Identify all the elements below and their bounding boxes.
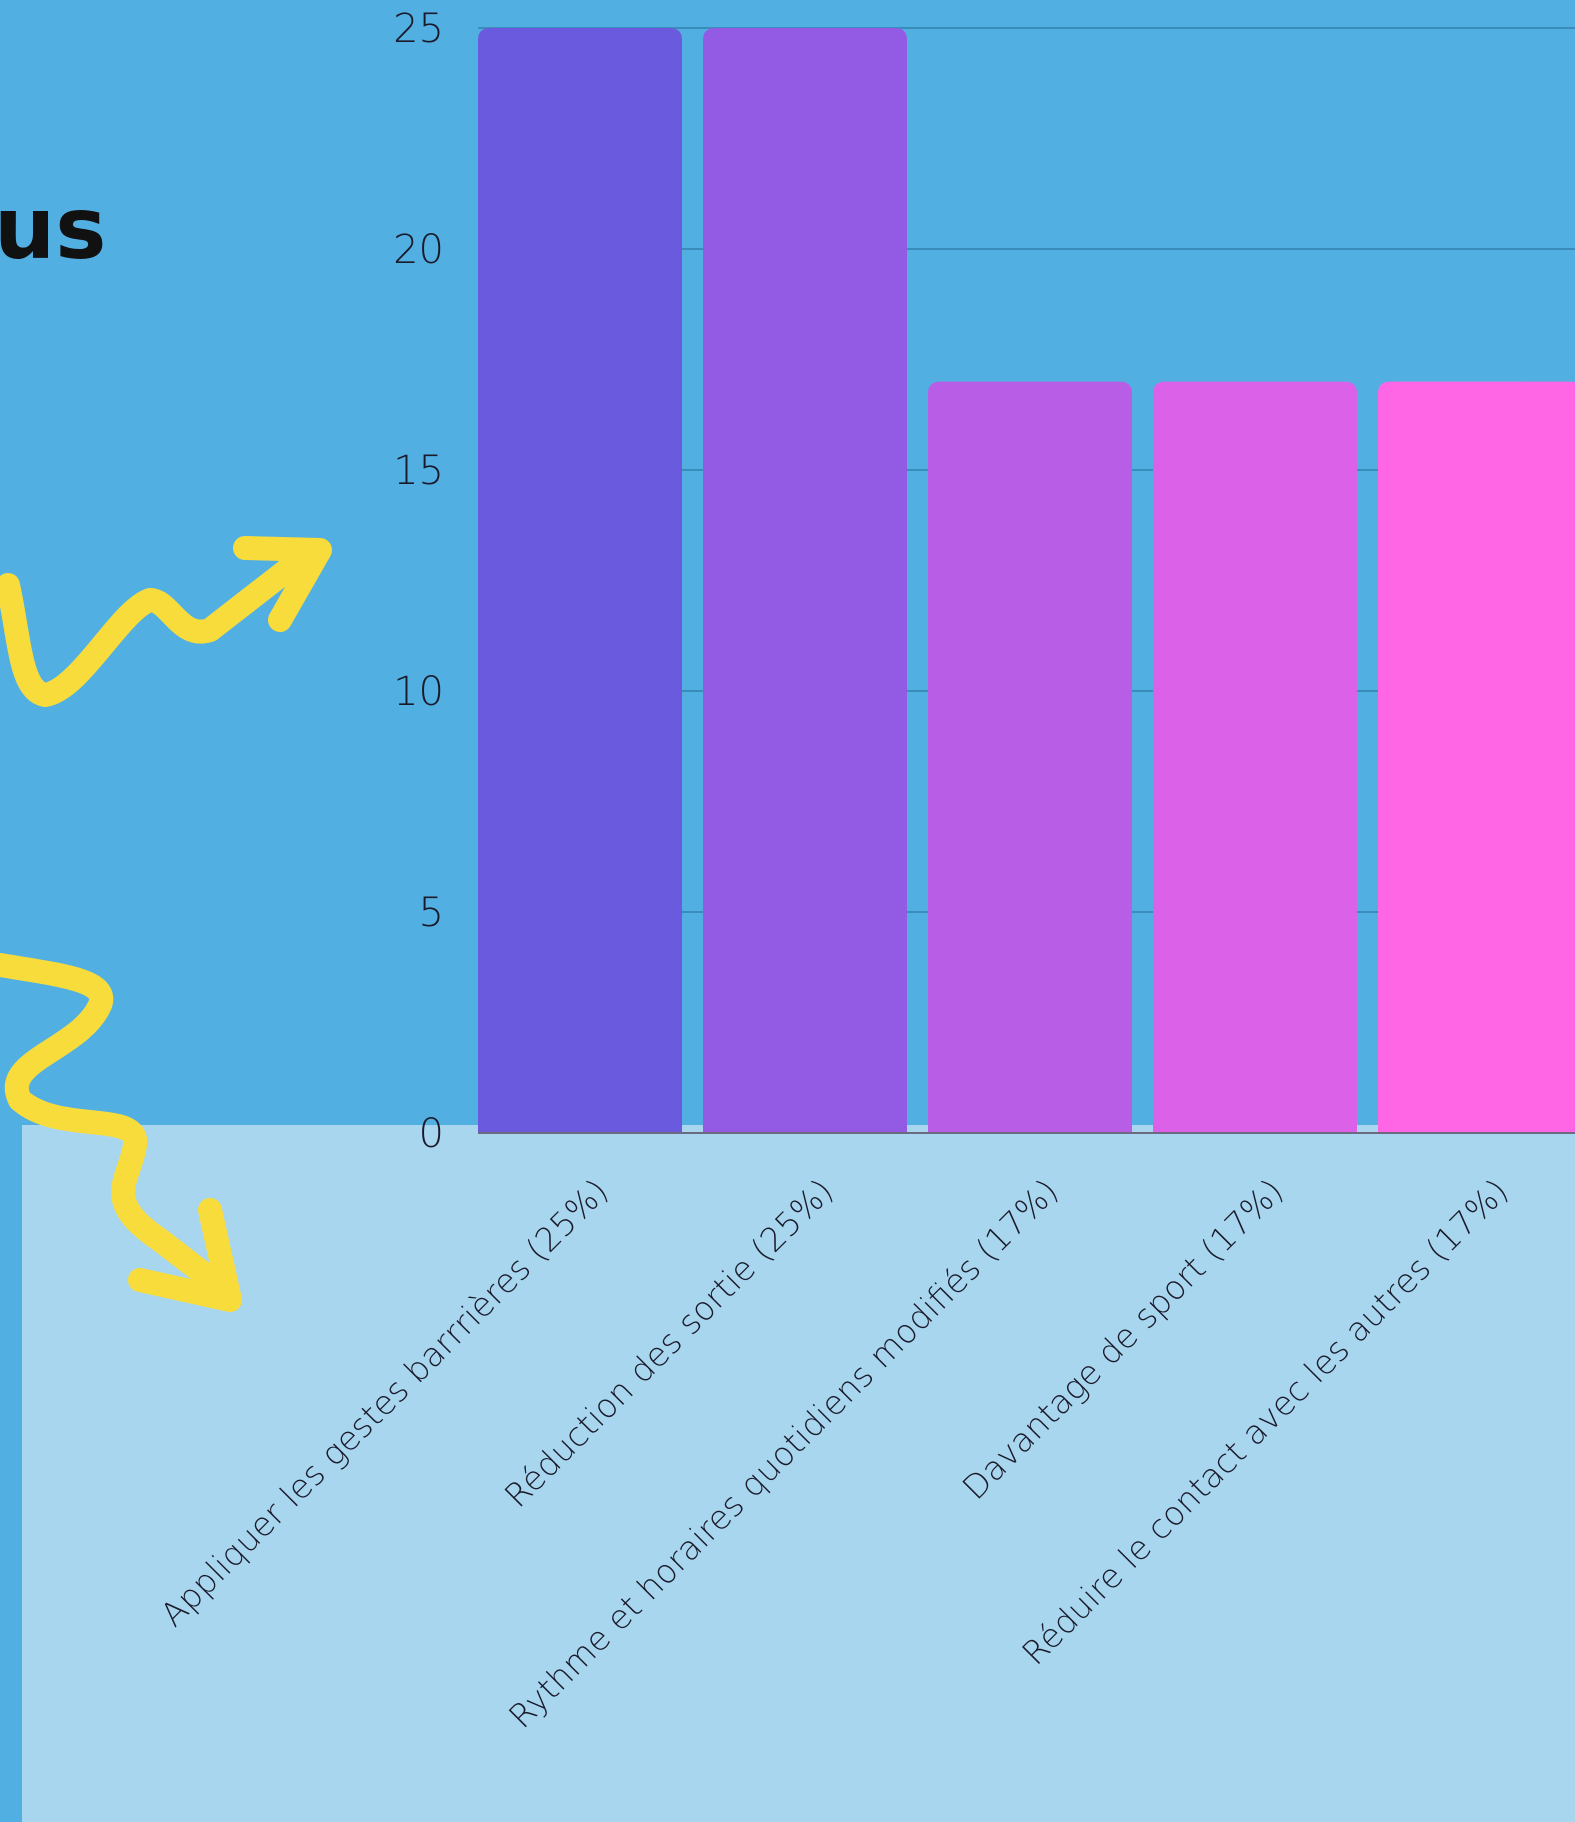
bar [1378,381,1575,1133]
y-tick-label: 5 [419,890,444,936]
arrow-2 [0,953,237,1302]
y-tick-label: 20 [393,227,444,273]
arrow-1-head [233,536,332,632]
y-tick-label: 25 [393,6,444,52]
y-tick-label: 15 [393,448,444,494]
y-tick-label: 0 [419,1111,444,1157]
y-tick-label: 10 [393,669,444,715]
bar [703,28,907,1133]
decor-arrows [0,536,332,1312]
bar [478,28,682,1133]
lower-panel [22,1125,1575,1822]
title-fragment: us [0,179,106,279]
bar [1153,381,1357,1134]
bar [928,381,1132,1134]
arrow-1 [0,548,312,707]
arrow-2-head [128,1198,242,1312]
